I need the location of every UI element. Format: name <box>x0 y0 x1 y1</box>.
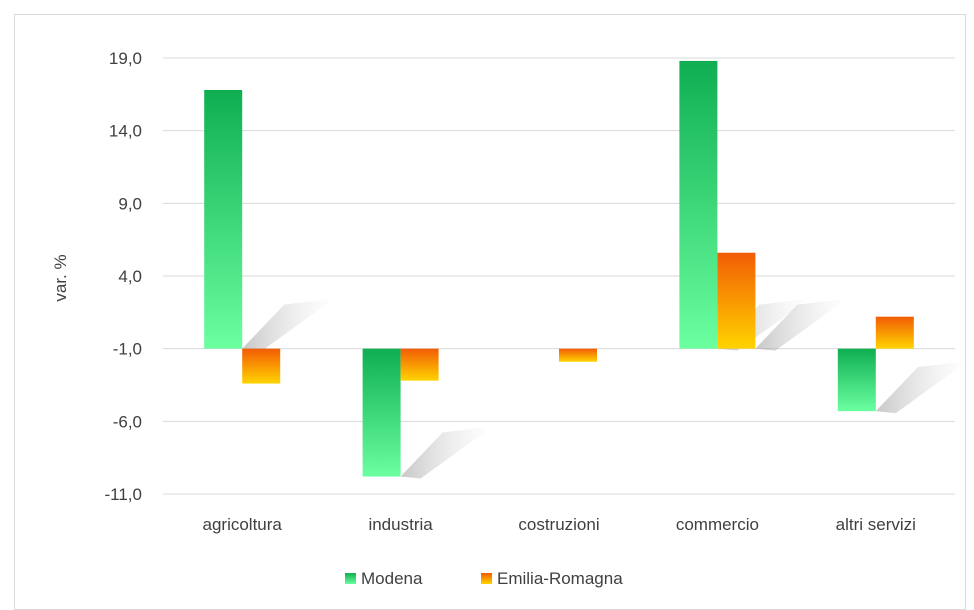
y-tick-label: 14,0 <box>109 122 142 141</box>
y-tick-label: 9,0 <box>118 194 142 213</box>
y-tick-label: -11,0 <box>105 485 143 504</box>
bar-modena-altri-servizi <box>837 348 876 412</box>
bar-emilia-romagna-costruzioni <box>559 348 597 362</box>
legend: Modena Emilia-Romagna <box>345 569 623 588</box>
bar-shadow <box>242 298 335 351</box>
bar-shadow <box>400 426 493 479</box>
y-tick-labels: 19,0 14,0 9,0 4,0 -1,0 -6,0 -11,0 <box>105 49 143 504</box>
bar-emilia-romagna-altri-servizi <box>875 316 914 349</box>
gridlines <box>163 57 955 495</box>
legend-label-emilia-romagna: Emilia-Romagna <box>497 569 623 588</box>
x-tick-label: costruzioni <box>518 515 599 534</box>
legend-label-modena: Modena <box>361 569 423 588</box>
x-tick-label: commercio <box>676 515 759 534</box>
y-tick-label: 4,0 <box>118 267 142 286</box>
bar-emilia-romagna-industria <box>400 348 439 381</box>
y-tick-label: -1,0 <box>113 340 142 359</box>
bar-shadow <box>875 361 968 414</box>
legend-swatch-modena <box>345 573 356 584</box>
bar-modena-agricoltura <box>204 89 243 349</box>
x-tick-label: industria <box>368 515 433 534</box>
bar-modena-commercio <box>679 60 718 349</box>
bars <box>204 60 914 477</box>
y-axis-label: var. % <box>51 254 70 301</box>
bar-emilia-romagna-agricoltura <box>242 348 281 384</box>
x-tick-labels: agricoltura industria costruzioni commercio… <box>203 515 916 534</box>
bar-shadow <box>755 298 848 351</box>
x-tick-label: altri servizi <box>836 515 916 534</box>
y-tick-label: -6,0 <box>113 412 142 431</box>
bar-shadows <box>242 298 968 479</box>
x-tick-label: agricoltura <box>203 515 283 534</box>
bar-modena-industria <box>362 348 401 477</box>
y-tick-label: 19,0 <box>109 49 142 68</box>
bar-emilia-romagna-commercio <box>717 252 756 349</box>
legend-swatch-emilia-romagna <box>481 573 492 584</box>
